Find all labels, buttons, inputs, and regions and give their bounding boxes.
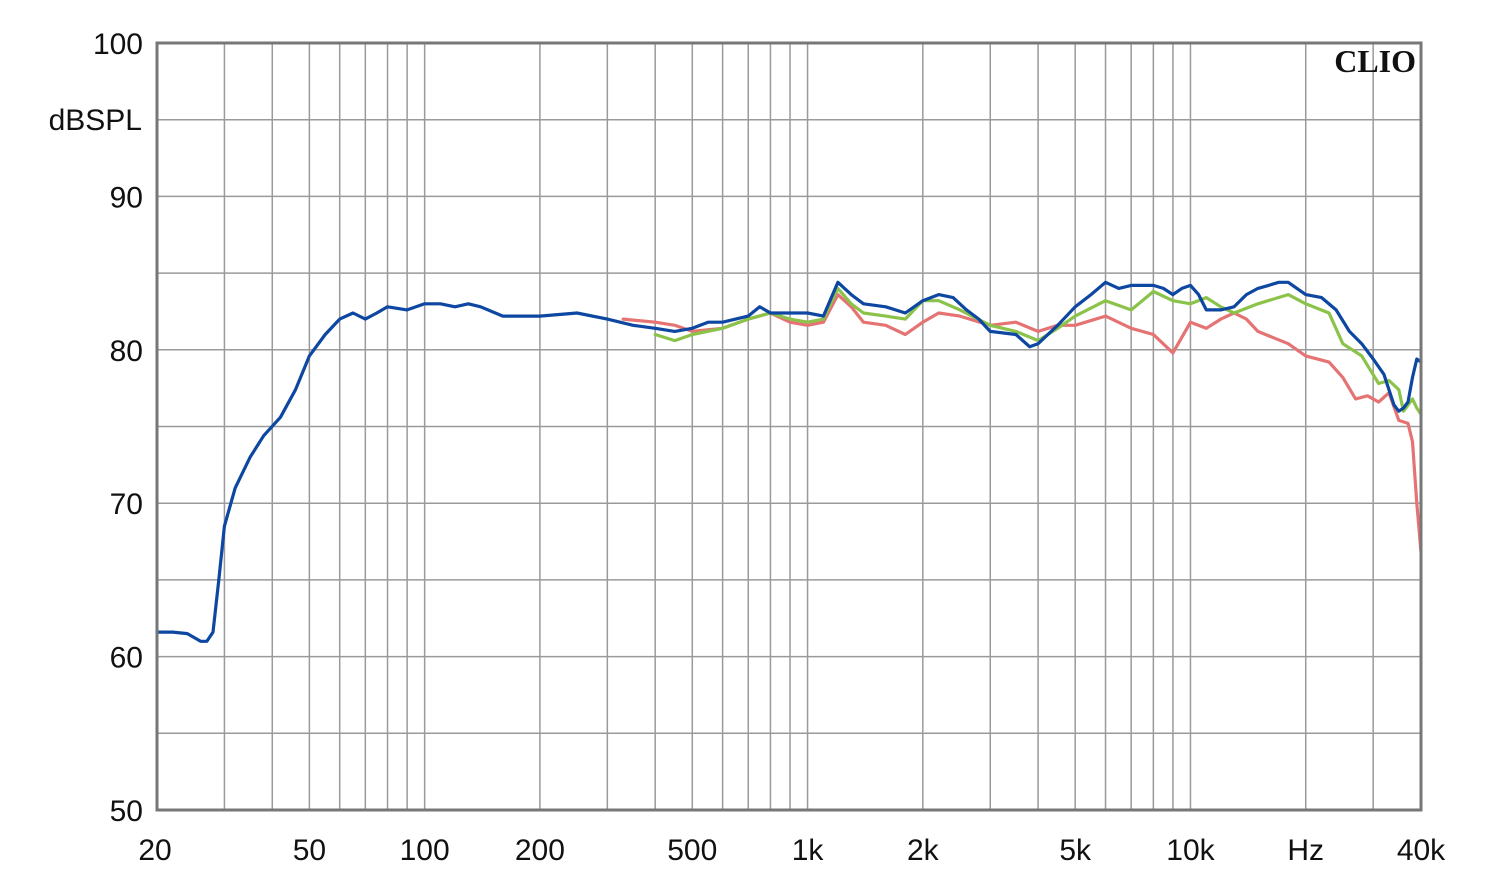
series-line-3 bbox=[155, 280, 1423, 643]
series-group bbox=[155, 280, 1423, 643]
plot-frame bbox=[155, 41, 1423, 812]
x-tick-label: 5k bbox=[1059, 834, 1092, 867]
y-tick-label: 60 bbox=[110, 642, 143, 675]
x-tick-label: 200 bbox=[515, 834, 565, 867]
y-axis-label: dBSPL bbox=[49, 104, 142, 137]
y-tick-label: 90 bbox=[110, 181, 143, 214]
x-tick-label: 10k bbox=[1166, 834, 1215, 867]
y-tick-label: 100 bbox=[93, 28, 143, 61]
y-tick-label: 70 bbox=[110, 488, 143, 521]
x-tick-label: Hz bbox=[1287, 834, 1324, 867]
x-tick-label: 500 bbox=[667, 834, 717, 867]
x-tick-label: 20 bbox=[138, 834, 171, 867]
x-tick-label: 40k bbox=[1397, 834, 1446, 867]
x-tick-labels: 20 50 100 200 500 1k 2k 5k 10k Hz 40k bbox=[138, 834, 1446, 867]
x-tick-label: 50 bbox=[293, 834, 326, 867]
clio-brand-logo: CLIO bbox=[1334, 43, 1416, 79]
y-tick-label: 50 bbox=[110, 795, 143, 828]
x-tick-label: 100 bbox=[400, 834, 450, 867]
x-tick-label: 2k bbox=[907, 834, 940, 867]
series-line-2 bbox=[653, 286, 1423, 416]
x-tick-label: 1k bbox=[792, 834, 825, 867]
series-line-1 bbox=[621, 293, 1423, 554]
y-tick-labels: 50 60 70 80 90 100 bbox=[93, 28, 143, 828]
y-tick-label: 80 bbox=[110, 335, 143, 368]
